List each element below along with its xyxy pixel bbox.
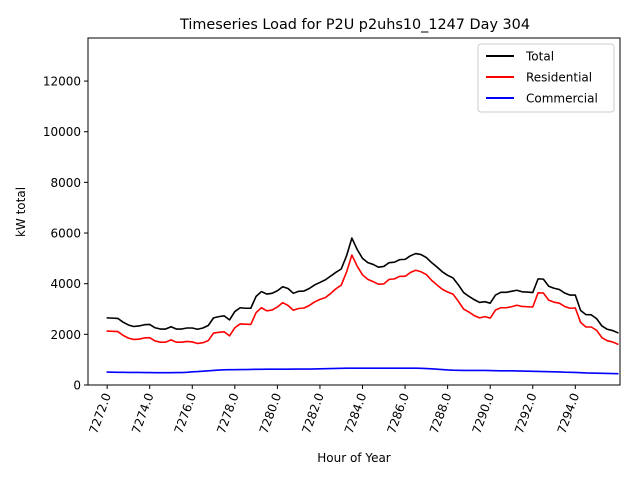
y-tick-label: 0: [73, 379, 81, 393]
chart-title: Timeseries Load for P2U p2uhs10_1247 Day…: [179, 17, 530, 33]
y-tick-label: 12000: [43, 75, 81, 89]
y-tick-label: 4000: [50, 277, 81, 291]
series-line-residential: [106, 254, 619, 346]
legend-label-residential: Residential: [526, 71, 592, 85]
y-tick-label: 2000: [50, 328, 81, 342]
series-layer: [106, 237, 619, 375]
y-tick-label: 10000: [43, 125, 81, 139]
legend-box: [477, 43, 615, 113]
legend-label-commercial: Commercial: [526, 92, 598, 106]
y-tick-label: 6000: [50, 227, 81, 241]
x-axis-label: Hour of Year: [317, 451, 391, 465]
series-line-commercial: [106, 367, 619, 375]
y-axis-ticks: 0 2000 4000 6000 8000 10000 12000: [43, 75, 88, 393]
series-line-total: [106, 237, 619, 334]
y-tick-label: 8000: [50, 176, 81, 190]
plot-frame: [87, 37, 621, 386]
y-axis-label: kW total: [14, 187, 28, 237]
legend-label-total: Total: [525, 50, 554, 64]
legend: Total Residential Commercial: [477, 43, 615, 113]
